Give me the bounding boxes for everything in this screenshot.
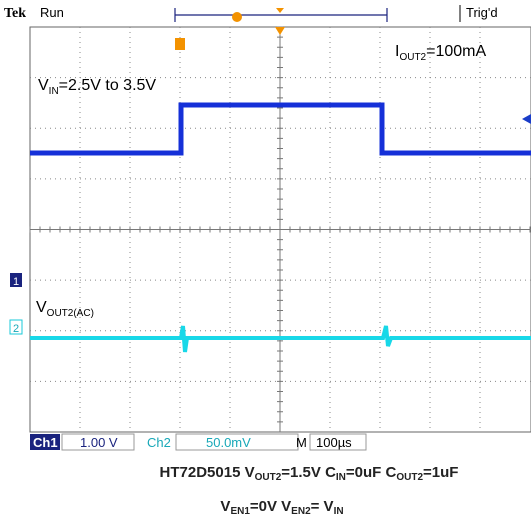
brand: Tek (4, 6, 26, 21)
vin-main: V (38, 77, 49, 94)
ch1-badge (30, 434, 60, 450)
trigger-level-marker (522, 114, 531, 124)
ch1-scale: 1.00 V (80, 435, 118, 450)
timebase-box (309, 433, 367, 451)
cap1-2: =1.5V C (281, 464, 336, 481)
cap2-3: EN2 (291, 506, 311, 517)
cap1-4: =0uF C (346, 464, 397, 481)
ch2-scale: 50.0mV (206, 435, 251, 450)
cap1-1: OUT2 (255, 472, 282, 483)
vin-rest: =2.5V to 3.5V (59, 77, 157, 94)
record-bracket (174, 8, 388, 22)
timebase-label: M (296, 435, 307, 450)
trigger-pos-marker (232, 12, 242, 22)
cap2-2: =0V V (250, 498, 291, 515)
run-state: Run (40, 5, 64, 20)
iout-sub: OUT2 (399, 52, 426, 63)
vout-main: V (36, 299, 47, 316)
vin-label: VIN=2.5V to 3.5V (38, 77, 156, 97)
trigger-state: Trig'd (466, 5, 498, 20)
iout-label: IOUT2=100mA (395, 43, 486, 63)
timebase: 100µs (316, 435, 352, 450)
ch1-scale-box (61, 433, 135, 451)
vout-sub: OUT2(AC) (47, 308, 94, 319)
ch2-marker: 2 (13, 323, 19, 335)
iout-rest: =100mA (426, 43, 486, 60)
ch2-status: Ch2 (147, 435, 171, 450)
ch1-marker: 1 (13, 276, 19, 288)
cap2-5: IN (334, 506, 344, 517)
cap1-5: OUT2 (396, 472, 423, 483)
ch2-marker-box (9, 319, 23, 335)
ch1-status: Ch1 (33, 435, 58, 450)
center-marker (276, 8, 284, 13)
ch2-scale-box (175, 433, 299, 451)
trigger-arrow (275, 27, 285, 35)
cap1-3: IN (336, 472, 346, 483)
trigger-t-marker (175, 38, 185, 50)
cap2-0: V (220, 498, 230, 515)
cap1-0: HT72D5015 V (160, 464, 255, 481)
vout-label: VOUT2(AC) (36, 299, 94, 319)
vin-sub: IN (49, 86, 59, 97)
cap1-6: =1uF (423, 464, 458, 481)
caption-line2: VEN1=0V VEN2= VIN (220, 498, 343, 517)
cap2-1: EN1 (230, 506, 250, 517)
ch2-trace (30, 325, 531, 353)
cap2-4: = V (311, 498, 334, 515)
ch1-trace (30, 102, 531, 156)
iout-main: I (395, 43, 399, 60)
caption-line1: HT72D5015 VOUT2=1.5V CIN=0uF COUT2=1uF (160, 464, 459, 483)
ch1-marker-box (10, 273, 22, 287)
